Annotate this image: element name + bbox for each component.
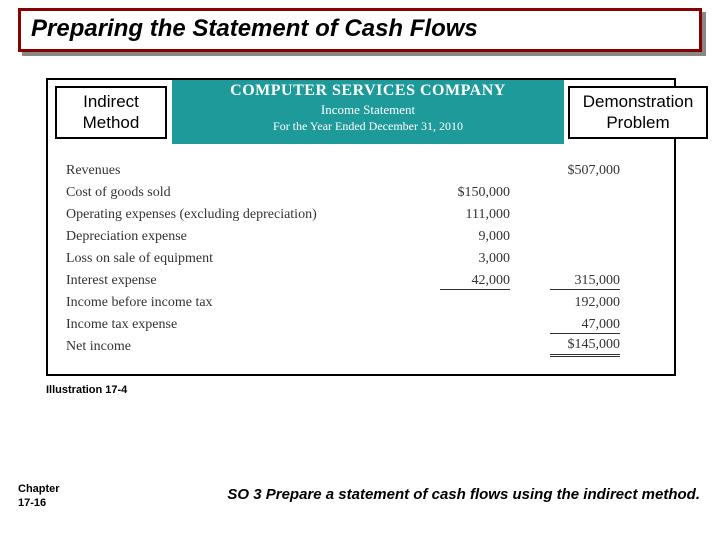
amt-pretax: 192,000 [516, 295, 626, 311]
amt-total-exp: 315,000 [550, 273, 620, 290]
label-pretax: Income before income tax [66, 295, 406, 311]
statement-period: For the Year Ended December 31, 2010 [172, 119, 564, 134]
chapter-reference: Chapter 17-16 [18, 482, 60, 511]
badge-right-line2: Problem [578, 112, 698, 133]
label-revenues: Revenues [66, 163, 406, 179]
row-pretax: Income before income tax 192,000 [66, 292, 656, 314]
amt-revenues: $507,000 [516, 163, 626, 179]
row-opex: Operating expenses (excluding depreciati… [66, 204, 656, 226]
label-cogs: Cost of goods sold [66, 185, 406, 201]
badge-left-line2: Method [65, 112, 157, 133]
demo-problem-badge: Demonstration Problem [568, 86, 708, 139]
label-tax: Income tax expense [66, 317, 406, 333]
row-revenues: Revenues $507,000 [66, 160, 656, 182]
page-title: Preparing the Statement of Cash Flows [21, 11, 699, 47]
page-title-bar: Preparing the Statement of Cash Flows [18, 8, 702, 52]
label-dep: Depreciation expense [66, 229, 406, 245]
amt-loss: 3,000 [406, 251, 516, 267]
label-loss: Loss on sale of equipment [66, 251, 406, 267]
row-interest: Interest expense 42,000 315,000 [66, 270, 656, 292]
row-net: Net income $145,000 [66, 336, 656, 358]
label-net: Net income [66, 339, 406, 355]
amt-dep: 9,000 [406, 229, 516, 245]
statement-header: COMPUTER SERVICES COMPANY Income Stateme… [172, 80, 564, 144]
row-loss: Loss on sale of equipment 3,000 [66, 248, 656, 270]
illustration-caption: Illustration 17-4 [46, 384, 127, 396]
amt-cogs: $150,000 [406, 185, 516, 201]
row-dep: Depreciation expense 9,000 [66, 226, 656, 248]
row-cogs: Cost of goods sold $150,000 [66, 182, 656, 204]
amt-tax: 47,000 [550, 317, 620, 334]
row-tax: Income tax expense 47,000 [66, 314, 656, 336]
chapter-number: 17-16 [18, 496, 60, 510]
income-statement-body: Revenues $507,000 Cost of goods sold $15… [66, 160, 656, 358]
label-interest: Interest expense [66, 273, 406, 289]
badge-left-line1: Indirect [65, 91, 157, 112]
company-name: COMPUTER SERVICES COMPANY [172, 82, 564, 100]
badge-right-line1: Demonstration [578, 91, 698, 112]
label-opex: Operating expenses (excluding depreciati… [66, 207, 406, 223]
chapter-word: Chapter [18, 482, 60, 496]
indirect-method-badge: Indirect Method [55, 86, 167, 139]
amt-opex: 111,000 [406, 207, 516, 223]
learning-objective: SO 3 Prepare a statement of cash flows u… [140, 486, 700, 503]
statement-name: Income Statement [172, 102, 564, 118]
amt-interest: 42,000 [440, 273, 510, 290]
amt-net: $145,000 [550, 337, 620, 357]
